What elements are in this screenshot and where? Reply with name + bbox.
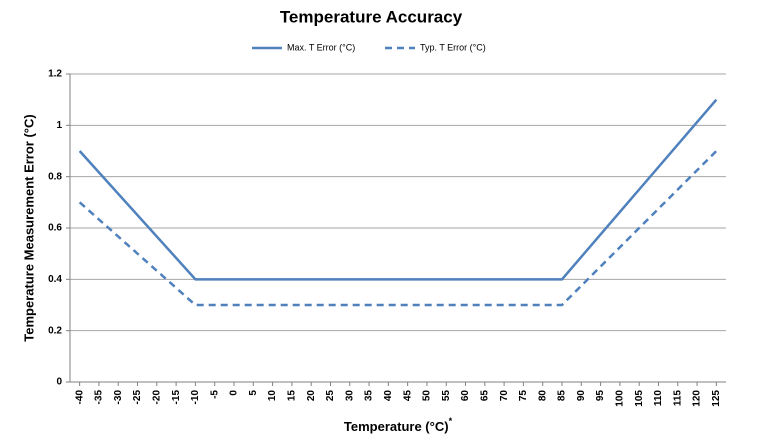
x-tick-label: 110	[653, 390, 664, 407]
legend-label: Max. T Error (°C)	[287, 42, 355, 52]
x-tick-label: 55	[441, 390, 452, 402]
x-tick-label: -15	[171, 390, 182, 405]
x-tick-label: -35	[94, 390, 105, 405]
x-tick-label: 125	[711, 390, 722, 407]
x-tick-label: 5	[248, 390, 259, 396]
x-tick-label: 40	[383, 390, 394, 402]
x-tick-label: -20	[151, 390, 162, 405]
x-tick-label: 85	[557, 390, 568, 402]
x-tick-label: -30	[113, 390, 124, 405]
x-tick-label: 65	[479, 390, 490, 402]
y-tick-label: 0.4	[48, 274, 62, 285]
x-tick-label: 100	[615, 390, 626, 407]
y-tick-label: 0.8	[48, 171, 62, 182]
x-tick-label: -5	[209, 390, 220, 399]
y-axis-title: Temperature Measurement Error (°C)	[21, 114, 36, 341]
series-line	[78, 150, 718, 307]
x-tick-label: 95	[595, 390, 606, 402]
x-tick-label: -25	[132, 390, 143, 405]
x-tick-label: 35	[364, 390, 375, 402]
x-tick-label: 15	[287, 390, 298, 402]
x-axis-title: Temperature (°C)*	[344, 416, 453, 434]
x-tick-label: 20	[306, 390, 317, 402]
x-tick-label: 60	[460, 390, 471, 402]
x-tick-label: 30	[344, 390, 355, 402]
x-tick-label: 115	[672, 390, 683, 407]
y-tick-label: 0	[56, 377, 62, 388]
x-tick-label: 105	[634, 390, 645, 407]
x-tick-label: 70	[499, 390, 510, 402]
x-tick-label: 45	[402, 390, 413, 402]
x-tick-label: 80	[537, 390, 548, 402]
chart-title: Temperature Accuracy	[280, 7, 463, 26]
x-tick-label: 120	[692, 390, 703, 407]
x-tick-label: 75	[518, 390, 529, 402]
x-tick-label: 10	[267, 390, 278, 402]
x-tick-label: 25	[325, 390, 336, 402]
y-tick-label: 0.6	[48, 223, 62, 234]
x-tick-label: -10	[190, 390, 201, 405]
y-tick-label: 1	[56, 120, 62, 131]
y-tick-label: 1.2	[48, 69, 62, 80]
x-tick-label: 90	[576, 390, 587, 402]
x-axis-note: *	[449, 416, 453, 426]
legend-label: Typ. T Error (°C)	[420, 42, 486, 52]
x-tick-label: 0	[229, 390, 240, 396]
y-tick-label: 0.2	[48, 325, 62, 336]
x-axis-label: Temperature (°C)	[344, 419, 449, 434]
series-line	[78, 98, 718, 281]
x-tick-label: 50	[422, 390, 433, 402]
x-tick-label: -40	[74, 390, 85, 405]
